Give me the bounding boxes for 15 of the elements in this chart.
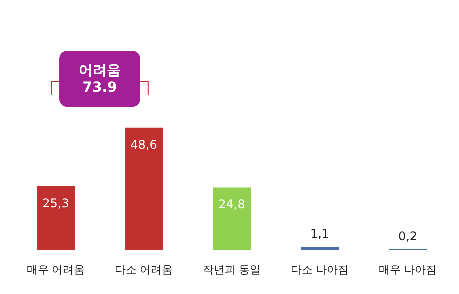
data-label: 25,3: [42, 196, 70, 210]
x-tick-label: 다소 어려움: [114, 264, 174, 276]
data-label: 1,1: [310, 227, 330, 242]
text: 어려움 73.9: [79, 63, 121, 96]
data-label: 48,6: [130, 138, 158, 152]
x-tick-label: 다소 나아짐: [290, 264, 350, 276]
bar: [125, 128, 163, 250]
x-tick-label: 작년과 동일: [202, 264, 262, 276]
x-tick-label: 매우 어려움: [26, 264, 86, 276]
bar: [301, 247, 339, 250]
data-label: 0,2: [398, 230, 418, 244]
bar: [213, 188, 251, 250]
x-tick-label: 매우 나아짐: [378, 264, 438, 276]
bar: [37, 186, 75, 250]
data-label: 24,8: [218, 198, 246, 212]
